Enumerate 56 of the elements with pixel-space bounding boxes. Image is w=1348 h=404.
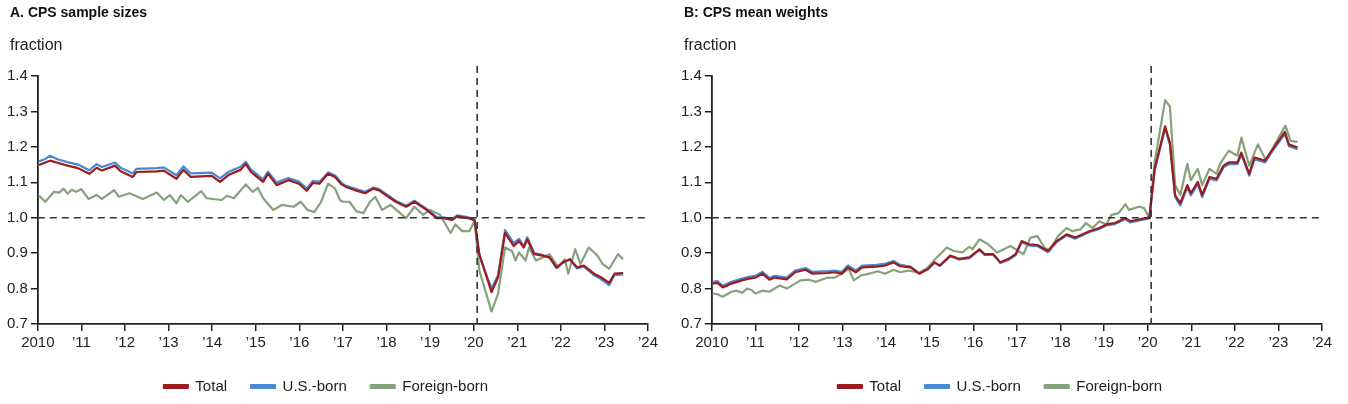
x-tick-label: ’13 xyxy=(832,333,853,351)
y-tick-label: 0.9 xyxy=(6,243,28,261)
x-tick-label: 2010 xyxy=(695,333,729,351)
x-tick-label: 2010 xyxy=(21,333,55,351)
x-tick-label: ’13 xyxy=(158,333,179,351)
y-tick-label: 0.7 xyxy=(6,314,28,332)
x-tick-label: ’21 xyxy=(1181,333,1202,351)
y-tick-label: 1.2 xyxy=(680,137,702,154)
x-tick-label: ’14 xyxy=(202,333,223,351)
x-tick-label: ’15 xyxy=(919,333,940,351)
legend-label: Total xyxy=(195,376,228,394)
x-tick-label: ’19 xyxy=(1094,333,1115,351)
y-tick-label: 1.1 xyxy=(680,172,702,190)
x-tick-label: ’12 xyxy=(115,333,136,351)
legend-label: U.S.-born xyxy=(282,376,347,394)
x-tick-label: ’18 xyxy=(1050,333,1071,351)
y-axis-title: fraction xyxy=(10,36,63,54)
chart-title: B: CPS mean weights xyxy=(684,4,828,20)
x-tick-label: ’16 xyxy=(289,333,310,351)
x-tick-label: ’11 xyxy=(71,333,91,351)
legend-label: Foreign-born xyxy=(402,376,489,394)
y-tick-label: 0.9 xyxy=(680,243,702,261)
x-tick-label: ’11 xyxy=(745,333,765,351)
x-tick-label: ’12 xyxy=(789,333,810,351)
x-tick-label: ’16 xyxy=(963,333,984,351)
x-tick-label: ’17 xyxy=(1006,333,1027,351)
x-tick-label: ’18 xyxy=(376,333,397,351)
y-tick-label: 1.1 xyxy=(6,172,28,190)
y-tick-label: 1.2 xyxy=(6,137,28,154)
y-tick-label: 1.3 xyxy=(6,101,28,119)
y-tick-label: 1.3 xyxy=(680,101,702,119)
x-tick-label: ’24 xyxy=(1311,333,1333,351)
x-tick-label: ’20 xyxy=(1137,333,1158,351)
x-tick-label: ’21 xyxy=(507,333,528,351)
legend-label: U.S.-born xyxy=(956,376,1021,394)
y-tick-label: 0.8 xyxy=(6,278,28,296)
legend-label: Total xyxy=(869,376,902,394)
chart-title: A. CPS sample sizes xyxy=(10,4,147,20)
y-tick-label: 0.8 xyxy=(680,278,702,296)
x-tick-label: ’23 xyxy=(1268,333,1289,351)
x-tick-label: ’24 xyxy=(637,333,659,351)
y-tick-label: 0.7 xyxy=(680,314,702,332)
legend-label: Foreign-born xyxy=(1076,376,1163,394)
y-tick-label: 1.4 xyxy=(680,66,702,84)
x-tick-label: ’22 xyxy=(1224,333,1245,351)
y-axis-title: fraction xyxy=(684,36,737,54)
y-tick-label: 1.0 xyxy=(6,207,28,225)
y-tick-label: 1.0 xyxy=(680,207,702,225)
y-tick-label: 1.4 xyxy=(6,66,28,84)
x-tick-label: ’20 xyxy=(463,333,484,351)
x-tick-label: ’14 xyxy=(876,333,897,351)
x-tick-label: ’15 xyxy=(245,333,266,351)
x-tick-label: ’23 xyxy=(594,333,615,351)
x-tick-label: ’22 xyxy=(550,333,571,351)
x-tick-label: ’19 xyxy=(420,333,441,351)
x-tick-label: ’17 xyxy=(332,333,353,351)
